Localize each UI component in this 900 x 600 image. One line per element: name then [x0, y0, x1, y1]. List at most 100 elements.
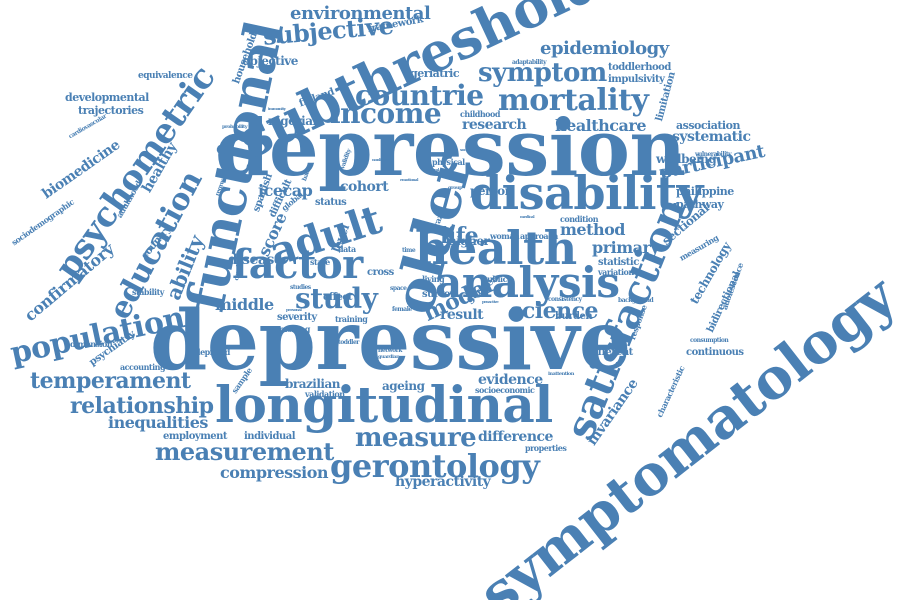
word-accounting: accounting [120, 362, 166, 372]
word-validation: validation [305, 389, 345, 399]
word-training: training [335, 314, 368, 324]
word-countrie: countrie [355, 79, 484, 112]
word-developmental: developmental [65, 91, 149, 104]
word-icecap: icecap [258, 181, 313, 200]
word-data: data [338, 244, 356, 254]
word-immunity: immunity [268, 106, 286, 111]
word-survey: survey [422, 289, 456, 300]
word-healthcare: healthcare [555, 116, 647, 135]
word-objective: objective [242, 54, 298, 68]
word-pathway: pathway [676, 198, 724, 211]
word-cohort: cohort [340, 179, 389, 195]
word-analysis: analysis [435, 258, 620, 307]
word-public: public [482, 274, 507, 284]
word-time: time [402, 247, 416, 254]
word-vulnerability: vulnerability [695, 151, 732, 158]
word-mortality: mortality [498, 83, 649, 118]
word-statistic: statistic [598, 257, 639, 268]
word-approach: approach [520, 231, 558, 241]
word-nigerian: nigerian [268, 114, 321, 128]
word-probability: probability [222, 124, 248, 130]
word-background: background [618, 297, 654, 304]
word-result: result [440, 307, 484, 323]
word-middle: middle [215, 295, 274, 314]
word-medical: medical [520, 214, 535, 219]
word-evidence: evidence [478, 372, 543, 388]
word-depression: depression [215, 103, 686, 194]
word-proactive: proactive [482, 299, 499, 304]
word-adolescence: adolescence [719, 261, 746, 312]
word-cultural: cultural [425, 167, 439, 172]
word-impulsivity: impulsivity [608, 74, 665, 85]
word-relationship: relationship [70, 393, 214, 419]
word-different: different [588, 347, 633, 358]
word-inequalities: inequalities [108, 413, 208, 432]
word-method: method [560, 220, 626, 239]
word-continuous: continuous [686, 347, 744, 358]
word-deprived: deprived [195, 347, 230, 357]
word-disease: disease [228, 252, 283, 268]
word-state: state [310, 257, 330, 267]
word-childhood: childhood [460, 109, 500, 119]
word-systematic: systematic [672, 129, 751, 145]
word-hyperactivity: hyperactivity [395, 474, 491, 490]
word-philippine: philippine [676, 185, 734, 198]
word-studies: studies [290, 284, 311, 291]
word-disability: disability [470, 166, 703, 220]
word-smoking: smoking [275, 324, 310, 334]
word-toddler: toddler [338, 339, 359, 346]
word-living: living [422, 274, 445, 284]
word-brazilian: brazilian [285, 377, 340, 391]
word-woman: woman [490, 231, 520, 241]
word-higher: higher [448, 234, 490, 248]
word-female: female [392, 306, 412, 313]
word-income: income [330, 97, 442, 130]
word-temperament: temperament [30, 368, 191, 394]
word-cross: cross [367, 267, 394, 278]
word-emotional: emotional [400, 177, 419, 182]
word-space: space [390, 285, 407, 292]
word-physical: physical [432, 157, 465, 167]
word-longitudinal: longitudinal [215, 375, 553, 434]
word-environmental: environmental [290, 3, 431, 24]
word-socioeconomic: socioeconomic [475, 385, 535, 395]
word-effect: effect [323, 292, 353, 303]
word-person: person [470, 184, 513, 198]
word-personal: personal [286, 307, 302, 312]
word-severity: severity [277, 312, 317, 323]
word-adaptability: adaptability [512, 59, 547, 66]
word-symptom: symptom [478, 58, 607, 88]
word-epidemiology: epidemiology [540, 38, 669, 59]
word-measurement: measurement [155, 437, 334, 466]
word-study: study [295, 282, 378, 315]
word-trajectories: trajectories [78, 104, 144, 117]
word-burden: burden [555, 311, 593, 322]
word-employment: employment [163, 431, 228, 442]
word-individual: individual [244, 431, 296, 442]
word-equivalence: equivalence [138, 71, 193, 81]
word-wellbeing: wellbeing [656, 152, 717, 166]
word-toddlerhood: toddlerhood [608, 62, 671, 73]
word-variation: variation [598, 267, 634, 277]
word-dimension: dimension [70, 339, 113, 349]
word-guardian: guardian [378, 354, 400, 360]
word-condition: condition [560, 214, 599, 224]
word-consumption: consumption [690, 337, 729, 344]
word-gerontology: gerontology [330, 447, 540, 485]
word-nonlinear: nonlinear [372, 157, 390, 162]
word-measure: measure [355, 423, 477, 453]
word-group: group [448, 185, 463, 191]
word-consistency: consistency [548, 296, 582, 303]
word-social: social [460, 147, 471, 152]
word-difference: difference [478, 429, 553, 445]
word-properties: properties [525, 443, 567, 453]
word-depressive: depressive [150, 293, 631, 389]
word-geriatric: geriatric [410, 67, 460, 80]
word-ageing: ageing [382, 379, 425, 393]
word-primary: primary [592, 238, 660, 257]
word-science: science [510, 298, 599, 324]
word-health: health [415, 221, 577, 275]
word-research: research [462, 117, 527, 133]
word-life: life [440, 223, 479, 249]
